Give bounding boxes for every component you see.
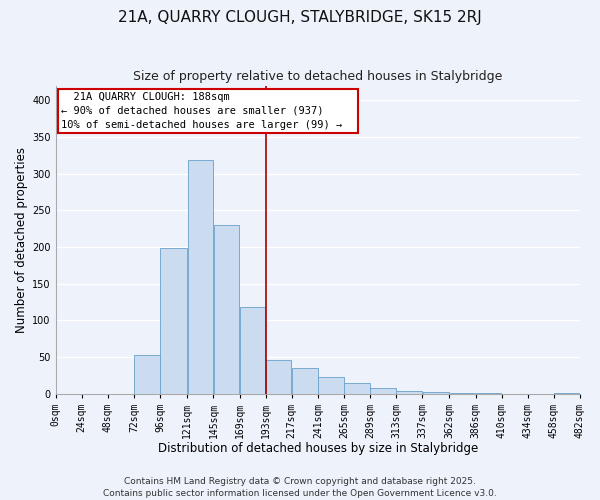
Bar: [397, 390, 422, 394]
Bar: [554, 393, 580, 394]
Text: 21A QUARRY CLOUGH: 188sqm
← 90% of detached houses are smaller (937)
10% of semi: 21A QUARRY CLOUGH: 188sqm ← 90% of detac…: [61, 92, 355, 130]
Bar: [344, 382, 370, 394]
Bar: [292, 368, 317, 394]
Bar: [266, 360, 292, 394]
Bar: [160, 248, 187, 394]
Bar: [134, 356, 160, 394]
Bar: [422, 392, 449, 394]
Bar: [188, 160, 213, 394]
Text: Contains HM Land Registry data © Crown copyright and database right 2025.
Contai: Contains HM Land Registry data © Crown c…: [103, 476, 497, 498]
Bar: [318, 376, 344, 394]
Bar: [476, 393, 502, 394]
Bar: [240, 307, 265, 394]
Bar: [214, 225, 239, 394]
Text: 21A, QUARRY CLOUGH, STALYBRIDGE, SK15 2RJ: 21A, QUARRY CLOUGH, STALYBRIDGE, SK15 2R…: [118, 10, 482, 25]
X-axis label: Distribution of detached houses by size in Stalybridge: Distribution of detached houses by size …: [158, 442, 478, 455]
Bar: [370, 388, 396, 394]
Y-axis label: Number of detached properties: Number of detached properties: [15, 146, 28, 332]
Bar: [450, 393, 475, 394]
Title: Size of property relative to detached houses in Stalybridge: Size of property relative to detached ho…: [133, 70, 503, 83]
